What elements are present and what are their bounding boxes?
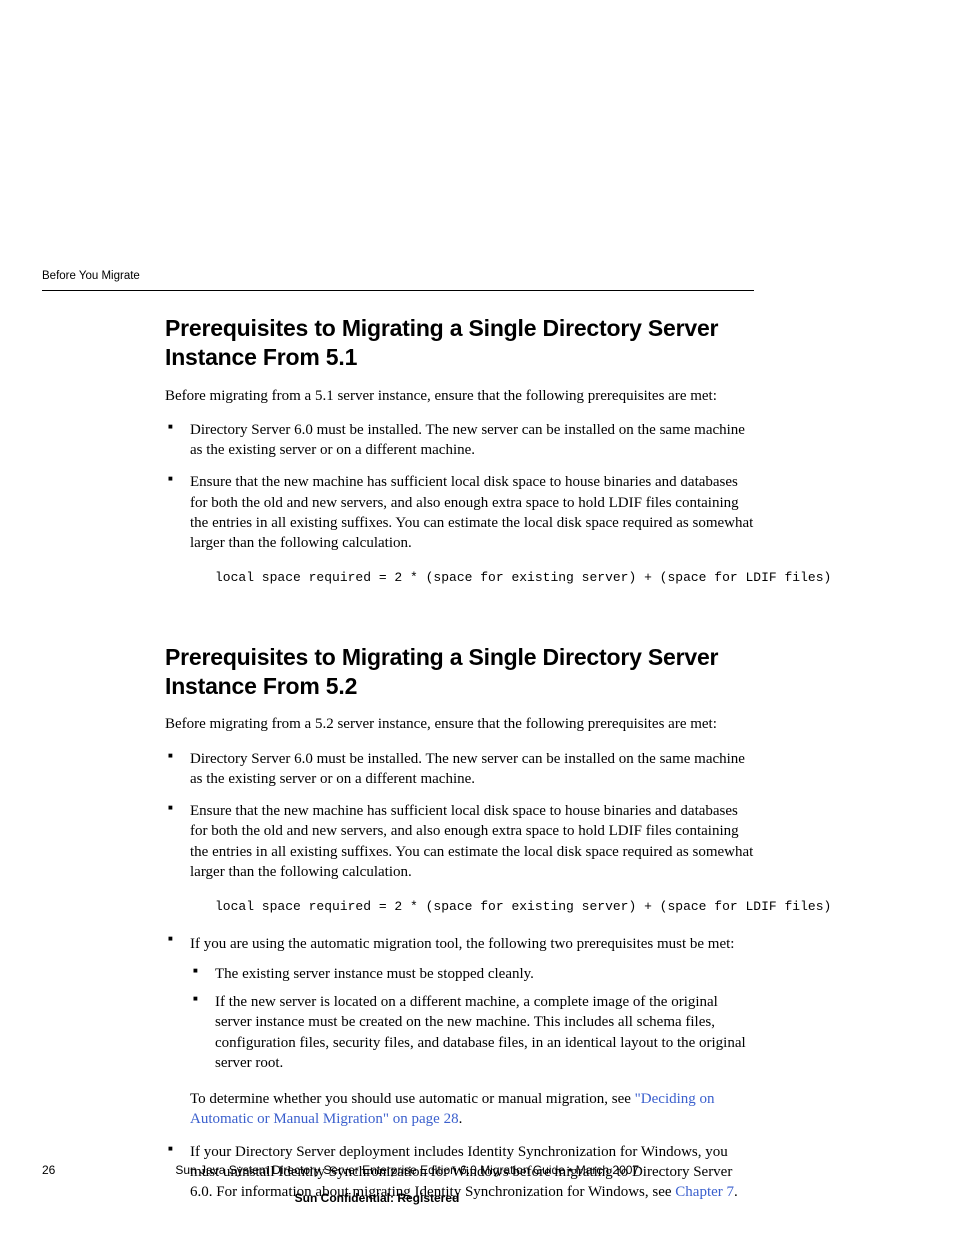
decide-text-a: To determine whether you should use auto… — [190, 1091, 635, 1107]
page-footer: 26 Sun Java System Directory Server Ente… — [42, 1163, 754, 1177]
list-item-text: Ensure that the new machine has sufficie… — [190, 803, 753, 880]
page-number: 26 — [42, 1163, 55, 1177]
list-item: Directory Server 6.0 must be installed. … — [165, 420, 754, 461]
decide-text-b: . — [459, 1111, 463, 1127]
sub-prereq-list: The existing server instance must be sto… — [190, 964, 754, 1073]
page-content: Prerequisites to Migrating a Single Dire… — [165, 314, 754, 1214]
footer-doc-title: Sun Java System Directory Server Enterpr… — [175, 1163, 639, 1177]
prereq-list-51: Directory Server 6.0 must be installed. … — [165, 420, 754, 587]
section-heading-52: Prerequisites to Migrating a Single Dire… — [165, 643, 754, 701]
list-item: If the new server is located on a differ… — [190, 992, 754, 1073]
confidential-notice: Sun Confidential: Registered — [0, 1191, 754, 1205]
prereq-list-52: Directory Server 6.0 must be installed. … — [165, 749, 754, 1203]
code-block: local space required = 2 * (space for ex… — [215, 569, 754, 587]
list-item: If you are using the automatic migration… — [165, 934, 754, 1130]
list-item: Ensure that the new machine has sufficie… — [165, 801, 754, 916]
decide-para: To determine whether you should use auto… — [190, 1089, 754, 1130]
list-item: The existing server instance must be sto… — [190, 964, 754, 984]
header-rule — [42, 290, 754, 291]
list-item: Directory Server 6.0 must be installed. … — [165, 749, 754, 790]
running-header: Before You Migrate — [42, 270, 140, 282]
auto-migration-para: If you are using the automatic migration… — [190, 934, 754, 954]
list-item-text: Ensure that the new machine has sufficie… — [190, 474, 753, 551]
section-heading-51: Prerequisites to Migrating a Single Dire… — [165, 314, 754, 372]
intro-52: Before migrating from a 5.2 server insta… — [165, 714, 754, 734]
intro-51: Before migrating from a 5.1 server insta… — [165, 386, 754, 406]
code-block: local space required = 2 * (space for ex… — [215, 898, 754, 916]
list-item: Ensure that the new machine has sufficie… — [165, 472, 754, 587]
